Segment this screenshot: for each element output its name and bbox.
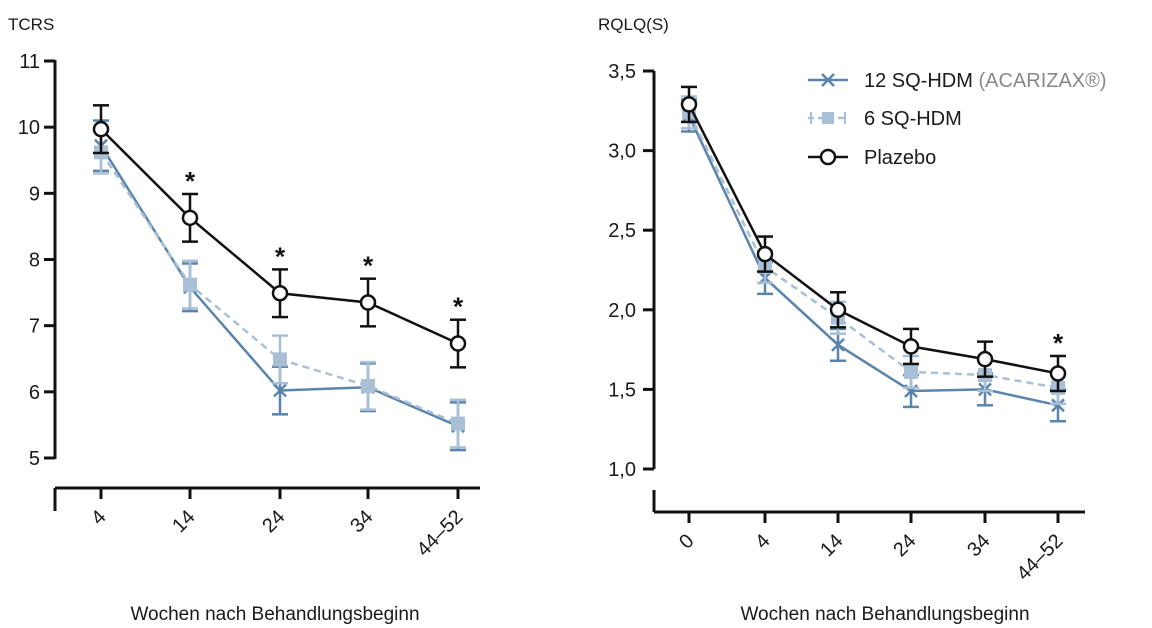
data-point: [829, 301, 847, 319]
legend-item-plazebo: Plazebo: [808, 147, 936, 169]
y-tick-label: 2,5: [608, 220, 636, 242]
data-point: [1051, 398, 1065, 413]
legend-item-12-sq-hdm: 12 SQ-HDM (ACARIZAX®): [808, 70, 1107, 92]
x-tick-label: 44–52: [1013, 530, 1068, 585]
series-6-sq-hdm: [93, 129, 466, 449]
x-tick-label: 44–52: [413, 506, 468, 561]
y-tick-label: 3,0: [608, 141, 636, 163]
y-tick-label: 2,0: [608, 300, 636, 322]
data-point: [451, 416, 465, 431]
significance-marker: *: [275, 241, 286, 271]
y-tick-label: 11: [19, 51, 40, 73]
x-marker-icon: [821, 73, 835, 87]
chart-rqlq: RQLQ(S) 1,0 1,5 2,0 2,5 3,0 3,5 0 4 14 24 34 44–52…: [598, 15, 1085, 625]
data-point: [831, 337, 845, 352]
x-axis-title: Wochen nach Behandlungsbeginn: [740, 604, 1029, 625]
significance-marker: *: [453, 292, 464, 322]
y-tick-label: 7: [29, 316, 40, 338]
x-tick-label: 24: [889, 530, 920, 561]
series-line: [687, 111, 1059, 390]
legend: 12 SQ-HDM (ACARIZAX®) 6 SQ-HDM Plazebo: [808, 70, 1107, 169]
legend-label: Plazebo: [864, 147, 936, 169]
y-tick-label: 3,5: [608, 61, 636, 83]
data-point: [1049, 365, 1067, 382]
x-tick-label: 34: [963, 530, 994, 561]
legend-label: 6 SQ-HDM: [864, 108, 962, 130]
x-tick-label: 14: [168, 506, 199, 537]
data-point: [92, 120, 110, 138]
data-point: [273, 352, 287, 367]
y-tick-label: 8: [29, 250, 40, 272]
x-tick-label: 24: [258, 506, 289, 537]
series-line: [687, 103, 1059, 375]
y-tick-label: 9: [29, 183, 40, 205]
y-tick-label: 1,0: [608, 459, 636, 481]
data-point: [904, 364, 918, 379]
y-tick-label: 10: [18, 117, 40, 139]
circle-marker-icon: [819, 148, 837, 166]
legend-label: 12 SQ-HDM: [864, 70, 973, 92]
series-plazebo: [92, 104, 467, 369]
data-point: [680, 96, 698, 113]
y-axis-title: TCRS: [8, 15, 54, 34]
data-point: [976, 350, 994, 368]
data-point: [183, 277, 197, 292]
x-tick-label: 34: [346, 506, 377, 537]
legend-item-6-sq-hdm: 6 SQ-HDM: [808, 108, 962, 130]
square-marker-icon: [822, 112, 834, 124]
x-tick-label: 0: [675, 530, 698, 553]
legend-label-suffix: (ACARIZAX®): [973, 70, 1107, 92]
x-tick-label: 14: [816, 530, 847, 561]
y-tick-label: 5: [29, 448, 40, 470]
significance-marker: *: [185, 166, 196, 196]
x-tick-label: 4: [87, 506, 110, 529]
data-point: [181, 209, 199, 227]
series-plazebo: [680, 85, 1067, 393]
data-point: [271, 284, 289, 302]
x-tick-label: 4: [751, 530, 774, 553]
significance-marker: *: [1053, 328, 1064, 358]
chart-tcrs: TCRS 5 6 7 8 9 10 11 4 14 24 34 44–52 * * * * Wochen …: [8, 15, 480, 625]
significance-marker: *: [363, 251, 374, 281]
data-point: [361, 378, 375, 393]
data-point: [449, 335, 467, 352]
data-point: [273, 383, 287, 398]
series-line: [687, 115, 1059, 407]
y-tick-label: 6: [29, 382, 40, 404]
x-axis-title: Wochen nach Behandlungsbeginn: [130, 604, 419, 625]
data-point: [902, 338, 920, 355]
y-tick-label: 1,5: [608, 379, 636, 401]
data-point: [359, 294, 377, 311]
series-6-sq-hdm: [681, 95, 1066, 405]
svg-text:12 SQ-HDM (ACARIZAX®): 12 SQ-HDM (ACARIZAX®): [864, 70, 1107, 92]
data-point: [756, 245, 774, 263]
y-axis-title: RQLQ(S): [598, 15, 669, 34]
